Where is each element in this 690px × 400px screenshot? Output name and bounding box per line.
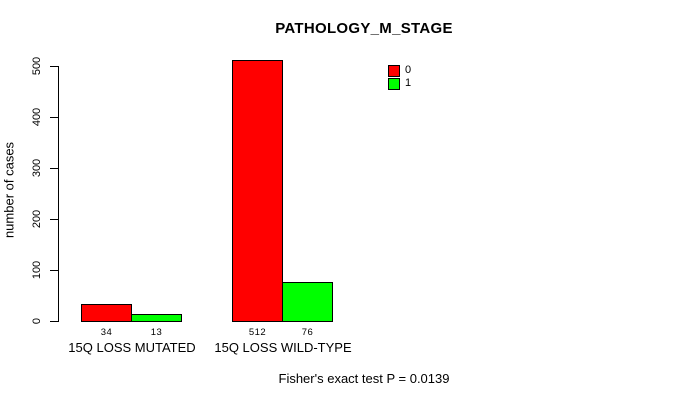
statistical-test-annotation: Fisher's exact test P = 0.0139 <box>278 371 450 386</box>
y-tick-mark <box>50 168 59 169</box>
y-tick-label: 400 <box>31 107 43 127</box>
y-tick-mark <box>50 219 59 220</box>
y-tick-label: 100 <box>31 260 43 280</box>
chart-title: PATHOLOGY_M_STAGE <box>275 20 453 37</box>
legend-item-0: 0 <box>388 64 411 77</box>
category-label-15q-loss-mutated: 15Q LOSS MUTATED <box>68 340 196 355</box>
bar-15q-loss-mutated-1 <box>131 314 182 322</box>
legend-swatch-icon <box>388 64 400 77</box>
legend-label: 1 <box>405 77 412 89</box>
y-tick-mark <box>50 117 59 118</box>
y-tick-label: 500 <box>31 56 43 76</box>
bar-value-label: 13 <box>150 327 163 338</box>
y-axis-title: number of cases <box>1 141 17 239</box>
category-label-15q-loss-wild-type: 15Q LOSS WILD-TYPE <box>214 340 352 355</box>
bar-15q-loss-wild-type-0 <box>232 60 283 322</box>
y-tick-label: 200 <box>31 209 43 229</box>
y-axis-line <box>58 66 59 322</box>
bar-value-label: 34 <box>100 327 113 338</box>
y-tick-mark <box>50 321 59 322</box>
y-tick-mark <box>50 66 59 67</box>
bar-value-label: 76 <box>301 327 314 338</box>
legend-item-1: 1 <box>388 77 411 90</box>
bar-15q-loss-wild-type-1 <box>282 282 333 322</box>
y-tick-label: 300 <box>31 158 43 178</box>
y-tick-label: 0 <box>31 317 43 325</box>
y-tick-mark <box>50 270 59 271</box>
bar-15q-loss-mutated-0 <box>81 304 132 322</box>
legend-label: 0 <box>405 64 412 76</box>
bar-value-label: 512 <box>248 327 267 338</box>
legend-swatch-icon <box>388 77 400 90</box>
